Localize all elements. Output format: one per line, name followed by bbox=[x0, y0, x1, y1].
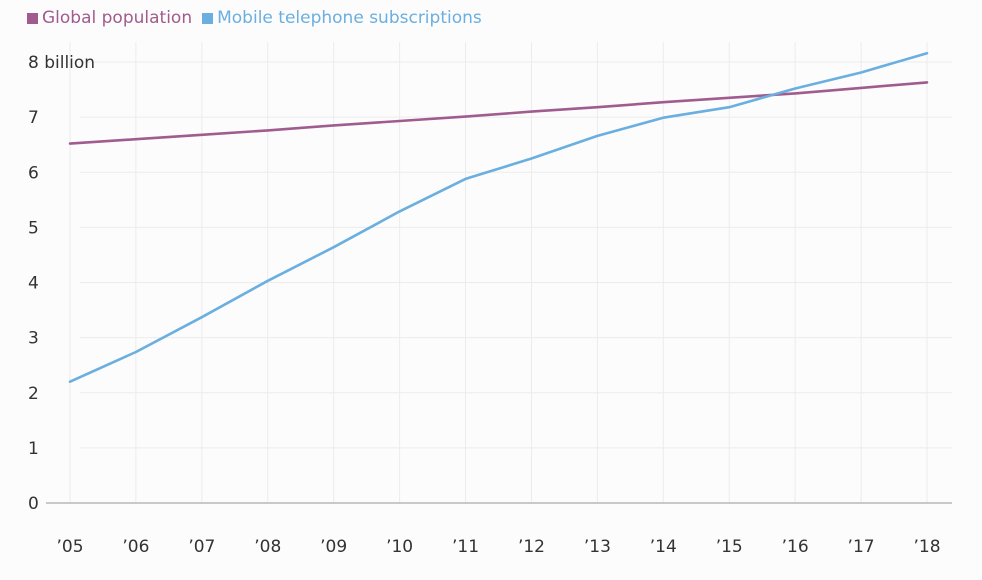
legend-swatch-global-population bbox=[27, 12, 38, 24]
x-tick-label: ’14 bbox=[650, 537, 677, 557]
x-tick-label: ’16 bbox=[782, 537, 809, 557]
y-tick-label: 7 bbox=[28, 108, 39, 128]
axes: 0 1 2 3 4 5 6 7 8 billion ’05 ’06 ’07 ’08 ’09 ’10 ’11 ’1… bbox=[28, 53, 952, 557]
legend-label-global-population: Global population bbox=[42, 8, 193, 28]
y-unit-label: 8 billion bbox=[28, 53, 95, 73]
legend: Global population Mobile telephone subsc… bbox=[27, 8, 492, 28]
x-tick-label: ’11 bbox=[452, 537, 479, 557]
x-tick-label: ’09 bbox=[320, 537, 347, 557]
x-tick-label: ’12 bbox=[518, 537, 545, 557]
y-tick-label: 3 bbox=[28, 329, 39, 349]
series-line-mobile-subscriptions bbox=[68, 51, 929, 384]
x-tick-label: ’15 bbox=[716, 537, 743, 557]
x-tick-label: ’07 bbox=[188, 537, 215, 557]
y-tick-label: 2 bbox=[28, 384, 39, 404]
series bbox=[68, 51, 929, 384]
y-tick-label: 0 bbox=[28, 494, 39, 514]
legend-item-mobile-subscriptions[interactable]: Mobile telephone subscriptions bbox=[202, 8, 482, 28]
x-tick-label: ’13 bbox=[584, 537, 611, 557]
legend-item-global-population[interactable]: Global population bbox=[27, 8, 192, 28]
series-line-global-population bbox=[68, 81, 929, 145]
y-tick-label: 5 bbox=[28, 218, 39, 238]
x-tick-label: ’17 bbox=[848, 537, 875, 557]
y-tick-label: 4 bbox=[28, 274, 39, 294]
x-tick-label: ’08 bbox=[254, 537, 281, 557]
grid bbox=[69, 42, 952, 503]
y-tick-label: 1 bbox=[28, 439, 39, 459]
x-tick-label: ’06 bbox=[122, 537, 149, 557]
x-tick-label: ’18 bbox=[913, 537, 940, 557]
x-tick-label: ’10 bbox=[386, 537, 413, 557]
legend-swatch-mobile-subscriptions bbox=[202, 12, 214, 24]
x-tick-label: ’05 bbox=[56, 537, 83, 557]
y-tick-label: 6 bbox=[28, 163, 39, 183]
legend-label-mobile-subscriptions: Mobile telephone subscriptions bbox=[217, 8, 482, 28]
